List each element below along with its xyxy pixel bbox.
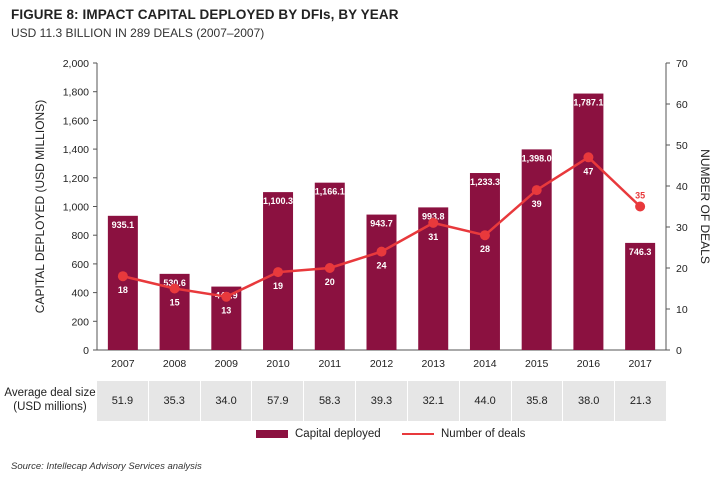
bar-line-chart: 02004006008001,0001,2001,4001,6001,8002,… bbox=[33, 58, 712, 370]
deals-point bbox=[273, 267, 284, 278]
x-tick-label: 2016 bbox=[577, 358, 601, 370]
deal-size-label: Average deal size (USD millions) bbox=[4, 387, 96, 413]
x-tick-label: 2017 bbox=[628, 358, 652, 370]
x-tick-label: 2015 bbox=[525, 358, 549, 370]
bar bbox=[521, 149, 552, 350]
left-tick-label: 1,000 bbox=[63, 202, 89, 214]
legend-item-deals: Number of deals bbox=[402, 428, 525, 440]
deals-value-label: 35 bbox=[635, 191, 645, 201]
left-tick-label: 600 bbox=[71, 259, 89, 271]
bar-value-label: 746.3 bbox=[629, 247, 652, 257]
bar-value-label: 943.7 bbox=[370, 219, 393, 229]
deal-size-cell: 38.0 bbox=[563, 381, 616, 421]
bar bbox=[573, 93, 604, 350]
bar bbox=[107, 215, 138, 350]
deal-size-cell: 39.3 bbox=[356, 381, 408, 421]
right-tick-label: 0 bbox=[676, 345, 682, 357]
bar bbox=[418, 207, 449, 350]
deal-size-cell: 21.3 bbox=[615, 381, 666, 421]
bar bbox=[469, 173, 500, 350]
deal-size-cell: 44.0 bbox=[459, 381, 512, 421]
right-tick-label: 50 bbox=[676, 140, 688, 152]
right-tick-label: 70 bbox=[676, 58, 688, 70]
x-tick-label: 2012 bbox=[370, 358, 394, 370]
deals-point bbox=[635, 201, 646, 212]
deals-value-label: 15 bbox=[170, 298, 180, 308]
bar-value-label: 530.6 bbox=[163, 278, 186, 288]
deals-point bbox=[169, 283, 180, 294]
deals-value-label: 18 bbox=[118, 285, 128, 295]
legend-item-capital: Capital deployed bbox=[256, 428, 381, 440]
left-tick-label: 400 bbox=[71, 288, 89, 300]
bar bbox=[366, 214, 397, 350]
deal-size-cell: 58.3 bbox=[304, 381, 357, 421]
deal-size-cell: 35.3 bbox=[148, 381, 201, 421]
left-tick-label: 1,400 bbox=[63, 144, 89, 156]
deals-point bbox=[583, 152, 594, 163]
bar-value-label: 1,100.3 bbox=[263, 196, 293, 206]
x-tick-label: 2009 bbox=[215, 358, 239, 370]
deals-value-label: 20 bbox=[325, 277, 335, 287]
deals-value-label: 24 bbox=[376, 261, 386, 271]
deals-point bbox=[117, 271, 128, 282]
source-note: Source: Intellecap Advisory Services ana… bbox=[11, 461, 202, 472]
chart-subtitle: USD 11.3 BILLION IN 289 DEALS (2007–2007… bbox=[11, 26, 265, 40]
y-axis-title: CAPITAL DEPLOYED (USD MILLIONS) bbox=[33, 100, 47, 313]
bar-value-label: 1,233.3 bbox=[470, 177, 500, 187]
deals-point bbox=[428, 217, 439, 228]
left-tick-label: 1,800 bbox=[63, 87, 89, 99]
deals-point bbox=[376, 246, 387, 257]
right-tick-label: 10 bbox=[676, 304, 688, 316]
deals-value-label: 31 bbox=[428, 232, 438, 242]
deals-point bbox=[531, 185, 542, 196]
deals-value-label: 28 bbox=[480, 244, 490, 254]
deal-size-cell: 51.9 bbox=[97, 381, 149, 421]
right-tick-label: 20 bbox=[676, 263, 688, 275]
x-tick-label: 2011 bbox=[318, 358, 341, 370]
left-tick-label: 200 bbox=[71, 316, 89, 328]
deal-size-cell: 57.9 bbox=[252, 381, 305, 421]
right-tick-label: 30 bbox=[676, 222, 688, 234]
deals-value-label: 47 bbox=[583, 166, 593, 176]
left-tick-label: 0 bbox=[83, 345, 89, 357]
right-tick-label: 40 bbox=[676, 181, 688, 193]
deal-size-cell: 32.1 bbox=[407, 381, 460, 421]
left-tick-label: 1,200 bbox=[63, 173, 89, 185]
chart-title: FIGURE 8: IMPACT CAPITAL DEPLOYED BY DFI… bbox=[11, 7, 399, 22]
bar-value-label: 993.8 bbox=[422, 211, 445, 221]
x-tick-label: 2008 bbox=[163, 358, 187, 370]
x-tick-label: 2014 bbox=[473, 358, 497, 370]
left-tick-label: 2,000 bbox=[63, 58, 89, 70]
x-tick-label: 2010 bbox=[266, 358, 290, 370]
deals-value-label: 13 bbox=[221, 306, 231, 316]
left-tick-label: 1,600 bbox=[63, 115, 89, 127]
legend-label-capital: Capital deployed bbox=[295, 428, 381, 440]
deals-value-label: 39 bbox=[532, 199, 542, 209]
left-tick-label: 800 bbox=[71, 230, 89, 242]
legend-bar-swatch bbox=[256, 430, 288, 438]
bar-value-label: 935.1 bbox=[112, 220, 135, 230]
x-tick-label: 2013 bbox=[422, 358, 446, 370]
legend-label-deals: Number of deals bbox=[441, 428, 526, 440]
deal-size-cell: 35.8 bbox=[511, 381, 564, 421]
y-axis-right-title: NUMBER OF DEALS bbox=[698, 149, 712, 264]
deal-size-cell: 34.0 bbox=[200, 381, 253, 421]
bar-value-label: 1,166.1 bbox=[315, 187, 345, 197]
right-tick-label: 60 bbox=[676, 99, 688, 111]
bar-value-label: 1,398.0 bbox=[522, 153, 552, 163]
deals-point bbox=[221, 291, 232, 302]
bar-value-label: 1,787.1 bbox=[573, 98, 603, 108]
legend-line-swatch bbox=[402, 433, 434, 435]
deals-point bbox=[324, 263, 335, 273]
x-tick-label: 2007 bbox=[111, 358, 135, 370]
deals-value-label: 19 bbox=[273, 281, 283, 291]
legend: Capital deployed Number of deals bbox=[0, 428, 722, 444]
bar bbox=[625, 242, 656, 350]
deal-size-table: 51.9 35.3 34.0 57.9 58.3 39.3 32.1 44.0 35.8 38.0… bbox=[97, 381, 666, 421]
deals-point bbox=[479, 230, 490, 241]
